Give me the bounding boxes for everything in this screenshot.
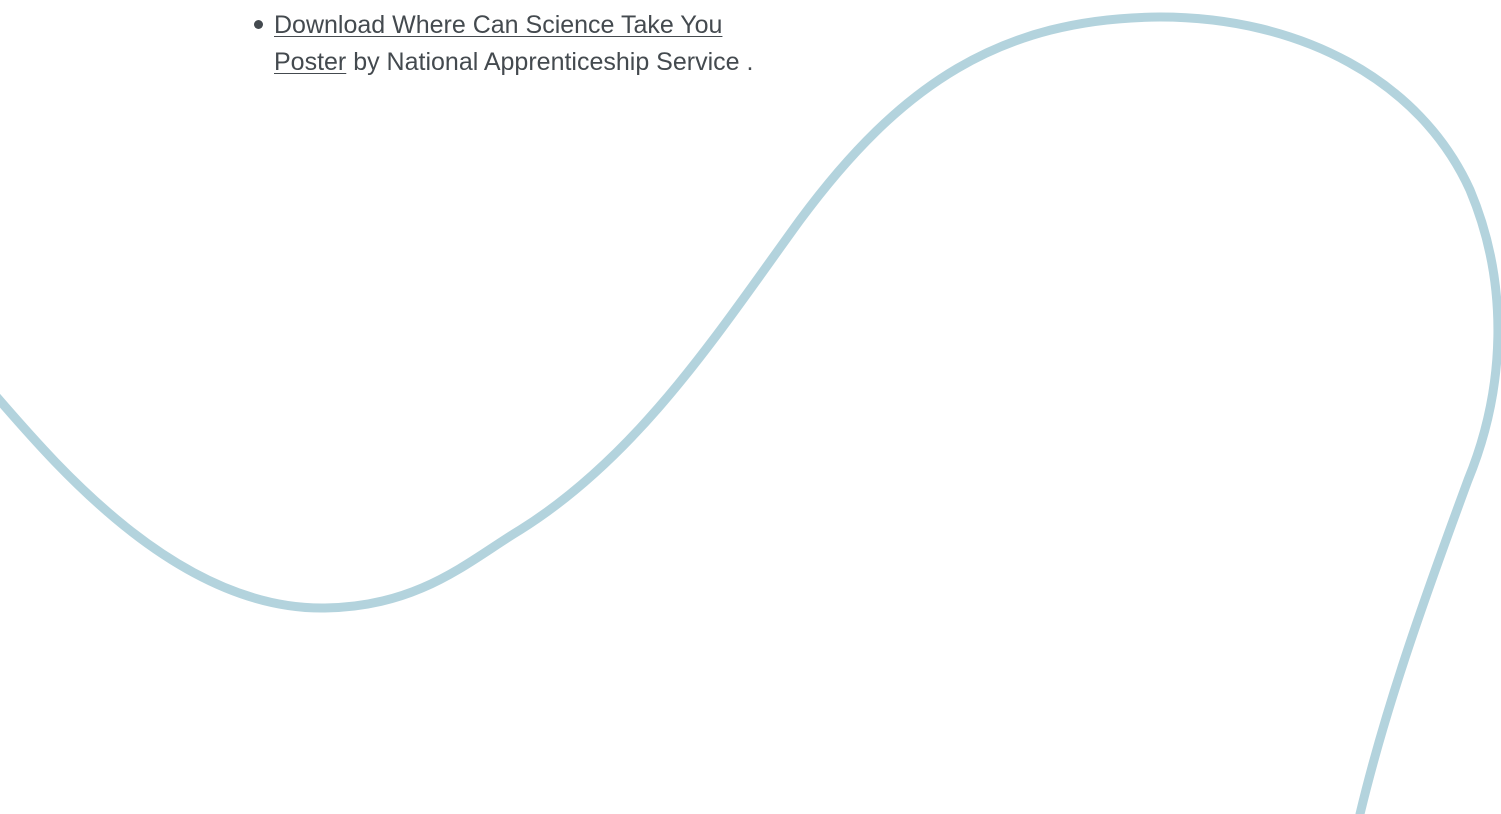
link-text-line1: Download Where Can Science Take You <box>274 11 723 39</box>
list-item: Download Where Can Science Take You Poste… <box>254 7 814 81</box>
download-poster-link[interactable]: Download Where Can Science Take You Poste… <box>274 11 722 76</box>
attribution-text: by National Apprenticeship Service . <box>346 48 754 76</box>
resource-list: Download Where Can Science Take You Poste… <box>254 7 814 81</box>
link-text-line2: Poster <box>274 48 347 76</box>
bullet-icon <box>254 20 263 29</box>
